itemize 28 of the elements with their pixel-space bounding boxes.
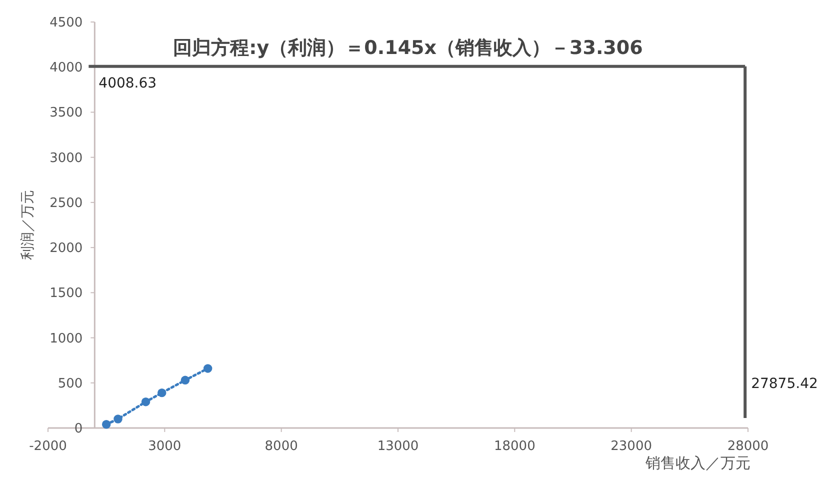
y-tick-label: 3500 [50,106,83,121]
point [203,364,212,373]
x-tick-label: 28000 [727,439,769,454]
point [102,420,111,429]
x-tick-label: 8000 [264,439,298,454]
y-tick-label: 4000 [50,60,83,76]
ref-line-label: 4008.63 [98,75,157,92]
y-tick-label: 0 [74,422,83,436]
ref-line-label: 27875.42 [751,376,818,392]
x-tick-label: 13000 [377,439,419,454]
x-tick-label: -2000 [29,439,67,454]
y-tick-label: 3000 [50,150,83,166]
x-tick-label: 18000 [494,439,536,454]
y-tick-label: 1000 [50,331,83,346]
y-tick-label: 2500 [50,196,83,211]
point [141,397,150,406]
y-tick-label: 500 [58,376,83,392]
x-tick-label: 3000 [148,439,182,454]
y-tick-label: 1500 [50,286,83,302]
y-tick-label: 4500 [50,16,83,30]
y-tick-label: 2000 [50,241,83,256]
x-tick-label: 23000 [610,439,652,454]
point [180,376,190,385]
point [114,414,122,424]
y-axis-title: 利润／万元 [20,190,36,260]
point [157,388,166,398]
x-axis-title: 销售收入／万元 [644,454,750,472]
text: 回归方程:y（利润）＝0.145x（销售收入）－33.306 [173,37,643,59]
